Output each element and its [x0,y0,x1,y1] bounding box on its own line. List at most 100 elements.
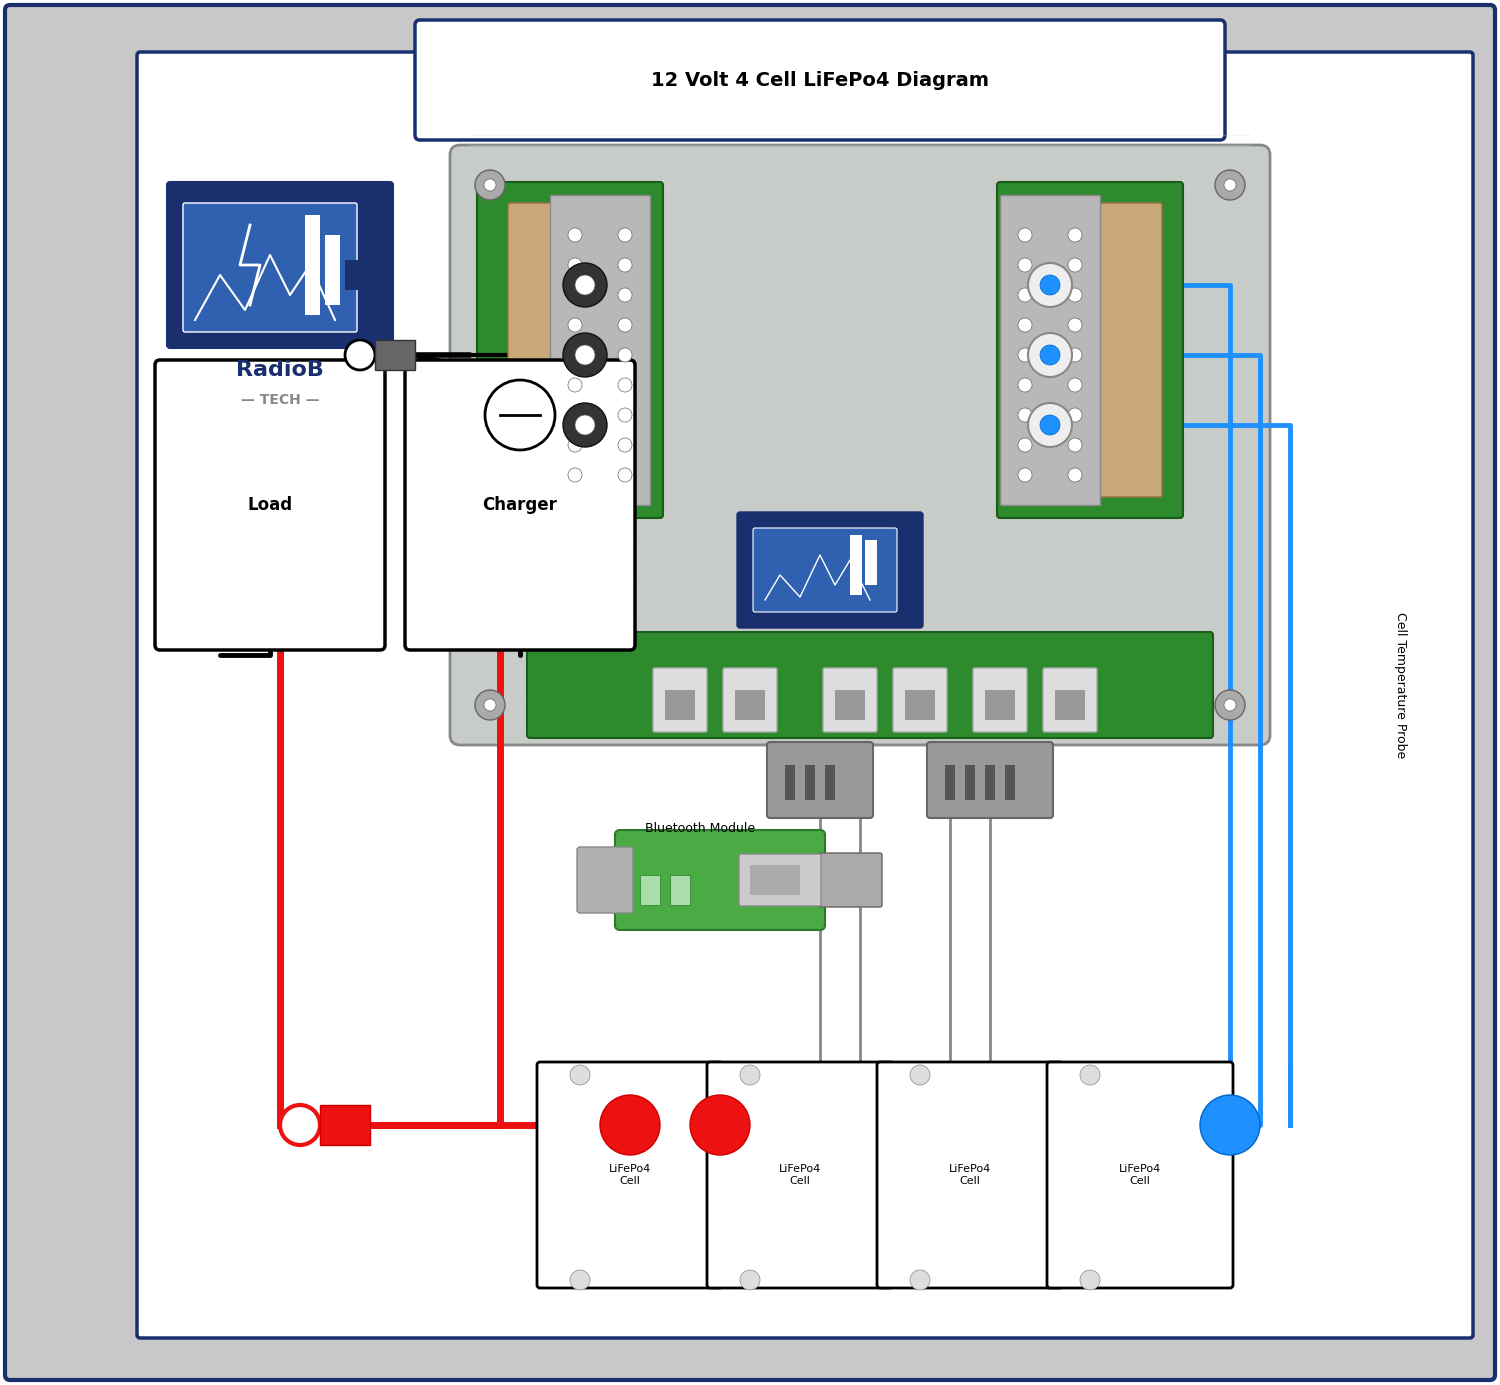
Bar [320,1105,370,1145]
Circle shape [1019,258,1032,271]
Circle shape [280,1105,320,1145]
Circle shape [740,1270,760,1289]
FancyBboxPatch shape [615,830,825,929]
Circle shape [690,1096,750,1155]
Circle shape [1200,1096,1260,1155]
FancyBboxPatch shape [166,181,393,348]
Circle shape [568,378,582,392]
FancyBboxPatch shape [652,668,706,733]
Text: RadioB: RadioB [236,360,324,379]
Bar [986,765,994,801]
FancyBboxPatch shape [1000,195,1100,506]
FancyBboxPatch shape [723,668,777,733]
Text: Load: Load [248,496,292,514]
Text: — TECH —: — TECH — [240,393,320,407]
FancyBboxPatch shape [824,668,878,733]
Circle shape [1224,179,1236,191]
Circle shape [618,288,632,302]
Circle shape [618,229,632,242]
Circle shape [570,1065,590,1084]
Circle shape [1068,288,1082,302]
Circle shape [484,179,496,191]
Circle shape [568,438,582,452]
FancyBboxPatch shape [892,668,946,733]
Circle shape [1068,409,1082,422]
Circle shape [476,690,506,720]
Bar [850,535,862,596]
Circle shape [570,1270,590,1289]
Bar [640,875,660,904]
FancyBboxPatch shape [154,360,386,650]
Circle shape [1068,468,1082,482]
Bar [806,765,814,801]
FancyBboxPatch shape [766,742,873,819]
FancyBboxPatch shape [818,853,882,907]
Text: LiFePo4
Cell: LiFePo4 Cell [1119,1165,1161,1186]
Circle shape [1068,229,1082,242]
Text: LiFePo4
Cell: LiFePo4 Cell [609,1165,651,1186]
Bar [735,690,765,720]
Circle shape [1040,416,1060,435]
Circle shape [618,438,632,452]
Circle shape [568,348,582,361]
Circle shape [568,288,582,302]
Circle shape [568,319,582,332]
Circle shape [1068,348,1082,361]
Bar [964,765,975,801]
Bar [836,690,866,720]
Bar [326,235,340,305]
Circle shape [484,379,555,450]
Circle shape [574,345,596,366]
Circle shape [1028,263,1072,307]
Bar [784,765,795,801]
Bar [1054,690,1084,720]
Circle shape [574,276,596,295]
Circle shape [618,319,632,332]
Bar [345,260,364,289]
Circle shape [562,263,608,307]
Circle shape [1068,319,1082,332]
Circle shape [1028,403,1072,447]
FancyBboxPatch shape [537,1062,723,1288]
FancyBboxPatch shape [998,181,1184,518]
Bar [945,765,956,801]
Circle shape [562,403,608,447]
FancyBboxPatch shape [509,204,592,497]
Circle shape [1068,258,1082,271]
Bar [865,540,877,584]
FancyBboxPatch shape [740,855,821,906]
FancyBboxPatch shape [450,145,1270,745]
Circle shape [910,1270,930,1289]
FancyBboxPatch shape [927,742,1053,819]
Bar [986,690,1016,720]
Circle shape [1019,319,1032,332]
Circle shape [1028,332,1072,377]
FancyBboxPatch shape [550,195,650,506]
FancyBboxPatch shape [183,204,357,332]
FancyBboxPatch shape [405,360,634,650]
Text: LiFePo4
Cell: LiFePo4 Cell [778,1165,820,1186]
Bar [825,765,836,801]
Bar [904,690,934,720]
Circle shape [1080,1065,1100,1084]
Text: Charger: Charger [483,496,558,514]
Circle shape [1040,276,1060,295]
Bar [304,215,320,314]
Circle shape [1068,378,1082,392]
Circle shape [618,378,632,392]
Circle shape [568,468,582,482]
Circle shape [600,1096,660,1155]
FancyBboxPatch shape [526,632,1214,738]
Circle shape [562,332,608,377]
FancyBboxPatch shape [1042,668,1096,733]
Circle shape [1019,348,1032,361]
FancyBboxPatch shape [1078,204,1162,497]
Circle shape [574,416,596,435]
Bar [1005,765,1016,801]
Circle shape [1215,690,1245,720]
Circle shape [618,468,632,482]
Circle shape [1040,345,1060,366]
Circle shape [1224,699,1236,711]
Circle shape [618,258,632,271]
Circle shape [1019,288,1032,302]
